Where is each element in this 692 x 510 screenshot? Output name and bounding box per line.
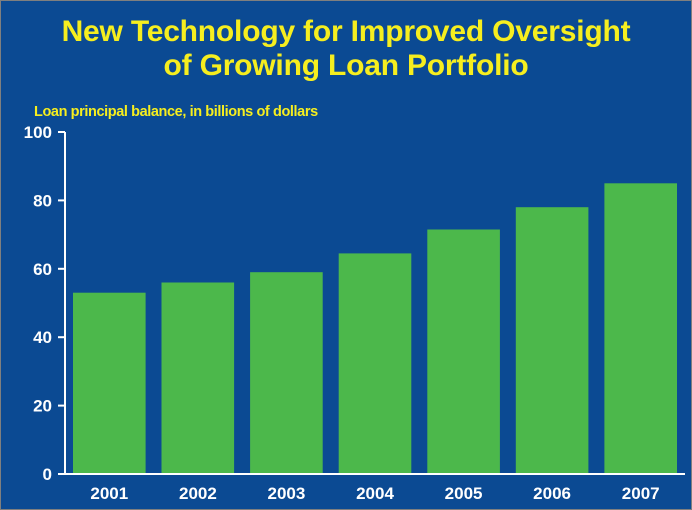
x-tick-label-2003: 2003 <box>267 484 305 503</box>
bar-2001 <box>73 292 146 474</box>
bar-2006 <box>515 207 589 474</box>
x-tick-label-2004: 2004 <box>356 484 394 503</box>
bar-2002 <box>161 282 235 474</box>
y-axis-label: Loan principal balance, in billions of d… <box>34 104 318 120</box>
x-ticks-group: 2001 2002 2003 2004 2005 2006 2007 <box>90 484 659 503</box>
axes-group <box>64 132 685 475</box>
bar-2005 <box>427 229 500 474</box>
y-tick-label-60: 60 <box>33 260 52 279</box>
bars-group <box>73 183 677 475</box>
chart-title: New Technology for Improved Oversight of… <box>1 15 691 83</box>
y-ticks-group: 0 20 40 60 80 100 <box>24 123 65 484</box>
chart-title-line-1: New Technology for Improved Oversight <box>61 15 631 48</box>
chart-title-line-2: of Growing Loan Portfolio <box>163 49 529 82</box>
y-tick-label-40: 40 <box>33 328 52 347</box>
bar-2003 <box>250 272 323 474</box>
bar-2004 <box>338 253 412 474</box>
y-tick-label-0: 0 <box>43 465 52 484</box>
x-tick-label-2007: 2007 <box>622 484 660 503</box>
x-tick-label-2002: 2002 <box>179 484 217 503</box>
y-tick-label-100: 100 <box>24 123 52 142</box>
x-tick-label-2006: 2006 <box>533 484 571 503</box>
bar-2007 <box>604 183 677 475</box>
x-tick-label-2005: 2005 <box>445 484 483 503</box>
y-tick-label-20: 20 <box>33 397 52 416</box>
y-tick-label-80: 80 <box>33 191 52 210</box>
x-tick-label-2001: 2001 <box>90 484 128 503</box>
